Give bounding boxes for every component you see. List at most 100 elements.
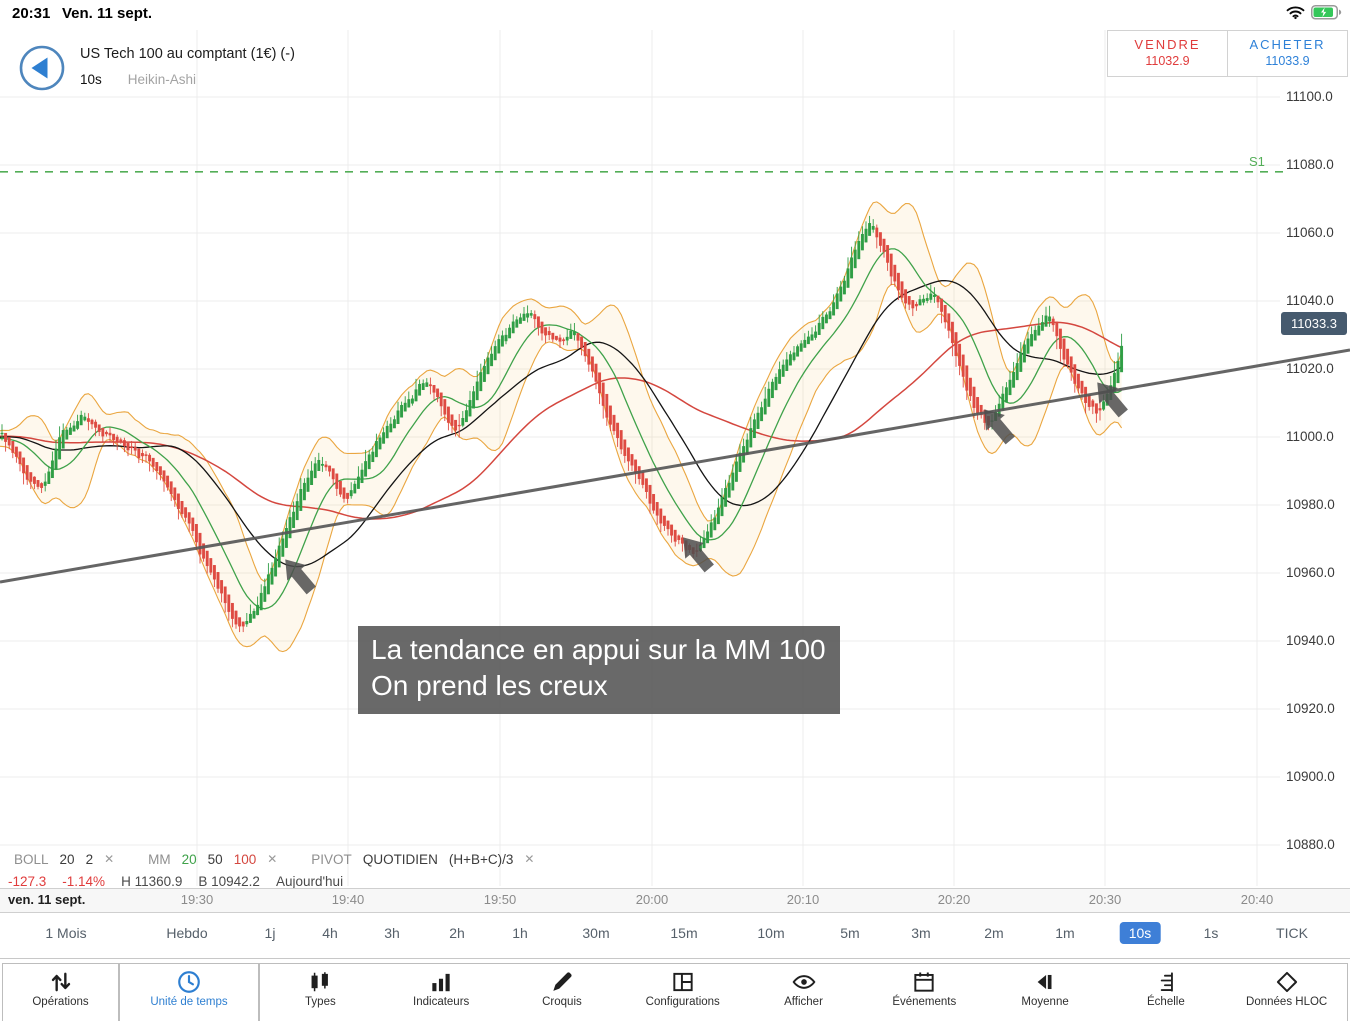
timeframe-option-10m[interactable]: 10m (757, 925, 785, 941)
timeframe-selector: 1 Mois Hebdo 1j 4h 3h 2h 1h 30m 15m 10m 5m 3m 2m 1m 10… (0, 913, 1350, 958)
timeframe-option-hebdo[interactable]: Hebdo (166, 925, 208, 941)
remove-indicator-button[interactable]: ✕ (104, 852, 115, 866)
scale-icon (1153, 969, 1179, 995)
toolbar-item-événements[interactable]: Événements (864, 964, 985, 1021)
sell-price: 11032.9 (1145, 54, 1190, 68)
indicator-label: 20 (59, 851, 75, 867)
session-low: B 10942.2 (198, 874, 260, 889)
time-axis-label: 20:30 (1088, 892, 1122, 907)
bar-chart-icon (428, 969, 454, 995)
timeframe-option-10s[interactable]: 10s (1119, 922, 1161, 944)
timeframe-option-15m[interactable]: 15m (670, 925, 698, 941)
toolbar-item-label: Configurations (645, 996, 720, 1008)
indicator-label: 20 (181, 851, 197, 867)
toolbar-item-label: Données HLOC (1246, 996, 1328, 1008)
price-axis-label: 11000.0 (1286, 429, 1334, 444)
price-axis-label: 11100.0 (1286, 89, 1333, 104)
annotation-caption: La tendance en appui sur la MM 100 On pr… (358, 626, 840, 714)
toolbar-item-label: Échelle (1147, 996, 1185, 1008)
timeframe-option-1j[interactable]: 1j (264, 925, 276, 941)
toolbar-segment: Unité de temps (119, 963, 259, 1021)
indicator-label: 100 (233, 851, 257, 867)
session-change-percent: -1.14% (62, 874, 106, 889)
timeframe-option-tick[interactable]: TICK (1276, 925, 1308, 941)
indicator-label: QUOTIDIEN (362, 851, 438, 867)
toolbar-item-moyenne[interactable]: Moyenne (985, 964, 1106, 1021)
price-axis-label: 11060.0 (1286, 225, 1334, 240)
toolbar-item-données-hloc[interactable]: Données HLOC (1226, 964, 1347, 1021)
price-axis-label: 10960.0 (1286, 565, 1335, 580)
toolbar-item-label: Afficher (784, 996, 823, 1008)
eye-icon (791, 969, 817, 995)
toolbar-segment: Types Indicateurs Croquis Configurations Aff… (259, 963, 1348, 1021)
timeframe-option-1m[interactable]: 1m (1055, 925, 1075, 941)
toolbar-item-échelle[interactable]: Échelle (1105, 964, 1226, 1021)
toolbar-item-label: Unité de temps (150, 996, 228, 1008)
toolbar-segment: Opérations (2, 963, 119, 1021)
toolbar-item-opérations[interactable]: Opérations (3, 964, 118, 1021)
price-axis-label: 10880.0 (1286, 837, 1335, 852)
calendar-icon (911, 969, 937, 995)
toolbar-item-types[interactable]: Types (260, 964, 381, 1021)
indicator-label: MM (148, 851, 171, 867)
indicator-label: 2 (85, 851, 94, 867)
layout-icon (670, 969, 696, 995)
time-axis-label: 20:00 (635, 892, 669, 907)
back-button[interactable] (18, 44, 66, 92)
toolbar-item-croquis[interactable]: Croquis (502, 964, 623, 1021)
price-axis-label: 11080.0 (1286, 157, 1334, 172)
operations-icon (48, 969, 74, 995)
time-axis: ven. 11 sept. 19:30 19:40 19:50 20:00 20:10 20… (0, 888, 1350, 913)
toolbar-item-label: Types (305, 996, 336, 1008)
status-date: Ven. 11 sept. (62, 5, 153, 22)
toolbar-item-label: Moyenne (1021, 996, 1069, 1008)
average-icon (1032, 969, 1058, 995)
timeframe-option-30m[interactable]: 30m (582, 925, 610, 941)
price-axis[interactable]: 11100.0 11080.0 11060.0 11040.0 11020.0 11000… (1284, 0, 1348, 900)
time-axis-label: 19:50 (483, 892, 517, 907)
toolbar-item-afficher[interactable]: Afficher (743, 964, 864, 1021)
instrument-title: US Tech 100 au comptant (1€) (-) (80, 46, 295, 62)
toolbar-item-label: Opérations (32, 996, 89, 1008)
candlestick-icon (307, 969, 333, 995)
toolbar-item-label: Croquis (542, 996, 582, 1008)
pivot-s1-label: S1 (1249, 154, 1265, 169)
price-axis-label: 11040.0 (1286, 293, 1334, 308)
price-axis-label: 11020.0 (1286, 361, 1334, 376)
back-icon (18, 45, 66, 96)
timeframe-option-1s[interactable]: 1s (1203, 925, 1219, 941)
timeframe-option-1h[interactable]: 1h (512, 925, 528, 941)
timeframe-option-2h[interactable]: 2h (449, 925, 465, 941)
indicator-bollinger[interactable]: BOLL 20 2 ✕ (14, 852, 114, 867)
indicator-label: PIVOT (311, 851, 352, 867)
toolbar-item-configurations[interactable]: Configurations (622, 964, 743, 1021)
stats-row: -127.3 -1.14% H 11360.9 B 10942.2 Aujourd'hu… (8, 874, 343, 894)
timeframe-option-2m[interactable]: 2m (984, 925, 1004, 941)
time-axis-label: 19:40 (331, 892, 365, 907)
session-change: -127.3 (8, 874, 47, 889)
status-time: 20:31 (12, 5, 51, 22)
buy-price: 11033.9 (1265, 54, 1310, 68)
buy-label: ACHETER (1249, 37, 1326, 52)
indicator-pivot[interactable]: PIVOT QUOTIDIEN (H+B+C)/3 ✕ (311, 852, 534, 867)
sell-label: VENDRE (1134, 37, 1201, 52)
remove-indicator-button[interactable]: ✕ (267, 852, 278, 866)
toolbar-item-label: Événements (892, 996, 957, 1008)
status-bar: 20:31 Ven. 11 sept. (0, 0, 1350, 28)
toolbar-item-unité-de-temps[interactable]: Unité de temps (120, 964, 258, 1021)
sell-button[interactable]: VENDRE 11032.9 (1108, 31, 1227, 76)
time-axis-label: 19:30 (180, 892, 214, 907)
time-axis-label: 20:20 (937, 892, 971, 907)
chart-interval-label: 10s (80, 72, 102, 87)
indicator-moving-averages[interactable]: MM 20 50 100 ✕ (148, 852, 277, 867)
toolbar-item-indicateurs[interactable]: Indicateurs (381, 964, 502, 1021)
timeframe-option-3m[interactable]: 3m (911, 925, 931, 941)
price-axis-label: 10900.0 (1286, 769, 1335, 784)
remove-indicator-button[interactable]: ✕ (524, 852, 535, 866)
timeframe-option-5m[interactable]: 5m (840, 925, 860, 941)
timeframe-option-1-mois[interactable]: 1 Mois (45, 925, 87, 941)
timeframe-option-4h[interactable]: 4h (322, 925, 338, 941)
timeframe-option-3h[interactable]: 3h (384, 925, 400, 941)
buy-button[interactable]: ACHETER 11033.9 (1227, 31, 1347, 76)
